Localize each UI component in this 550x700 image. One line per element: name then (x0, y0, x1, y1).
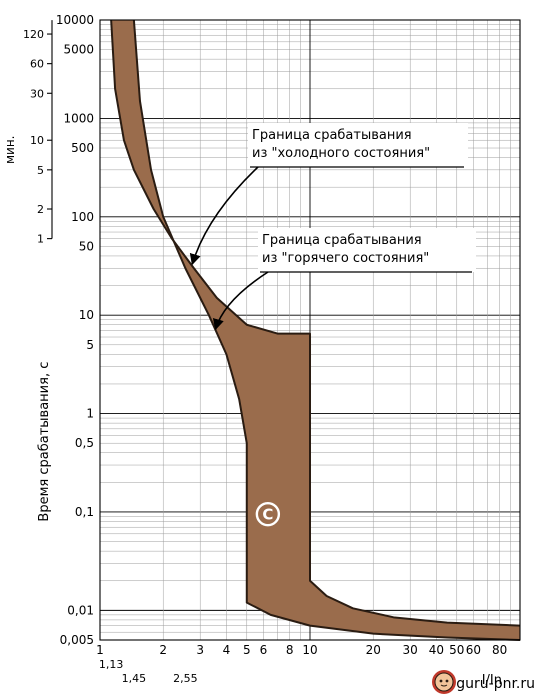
mascot-icon (432, 670, 456, 694)
svg-text:1,13: 1,13 (99, 658, 124, 671)
svg-text:5000: 5000 (63, 43, 94, 57)
svg-text:60: 60 (30, 58, 44, 71)
svg-text:30: 30 (30, 87, 44, 100)
svg-text:10: 10 (30, 134, 44, 147)
svg-text:2: 2 (37, 203, 44, 216)
svg-text:50: 50 (79, 239, 94, 253)
svg-text:1: 1 (37, 233, 44, 246)
svg-text:120: 120 (23, 28, 44, 41)
type-c-marker: C (262, 505, 273, 523)
svg-text:1000: 1000 (63, 111, 94, 125)
svg-text:5: 5 (243, 643, 251, 657)
watermark: guru-pnr.ru (456, 676, 535, 692)
mini-axis-unit-label: мин. (3, 136, 17, 165)
svg-text:6: 6 (260, 643, 268, 657)
svg-text:0,1: 0,1 (75, 505, 94, 519)
svg-text:0,5: 0,5 (75, 436, 94, 450)
svg-text:1: 1 (86, 407, 94, 421)
svg-text:0,005: 0,005 (60, 633, 94, 647)
svg-text:10: 10 (302, 643, 317, 657)
svg-text:60: 60 (466, 643, 481, 657)
y-axis-label: Время срабатывания, с (37, 362, 52, 522)
svg-text:1,45: 1,45 (122, 672, 147, 685)
svg-text:100: 100 (71, 210, 94, 224)
svg-text:1: 1 (96, 643, 104, 657)
svg-text:50: 50 (449, 643, 464, 657)
svg-text:10000: 10000 (56, 13, 94, 27)
svg-text:20: 20 (366, 643, 381, 657)
svg-text:Граница срабатывания: Граница срабатывания (252, 128, 412, 143)
svg-text:из "холодного состояния": из "холодного состояния" (252, 146, 430, 161)
svg-text:8: 8 (286, 643, 294, 657)
svg-text:5: 5 (37, 164, 44, 177)
svg-text:2: 2 (159, 643, 167, 657)
svg-text:80: 80 (492, 643, 507, 657)
svg-text:Граница срабатывания: Граница срабатывания (262, 233, 422, 248)
svg-text:40: 40 (429, 643, 444, 657)
svg-text:0,01: 0,01 (67, 603, 94, 617)
svg-text:500: 500 (71, 141, 94, 155)
svg-text:4: 4 (223, 643, 231, 657)
svg-text:10: 10 (79, 308, 94, 322)
svg-text:5: 5 (86, 338, 94, 352)
svg-text:3: 3 (196, 643, 204, 657)
svg-text:2,55: 2,55 (173, 672, 198, 685)
svg-text:из "горячего состояния": из "горячего состояния" (262, 251, 429, 266)
svg-text:30: 30 (403, 643, 418, 657)
